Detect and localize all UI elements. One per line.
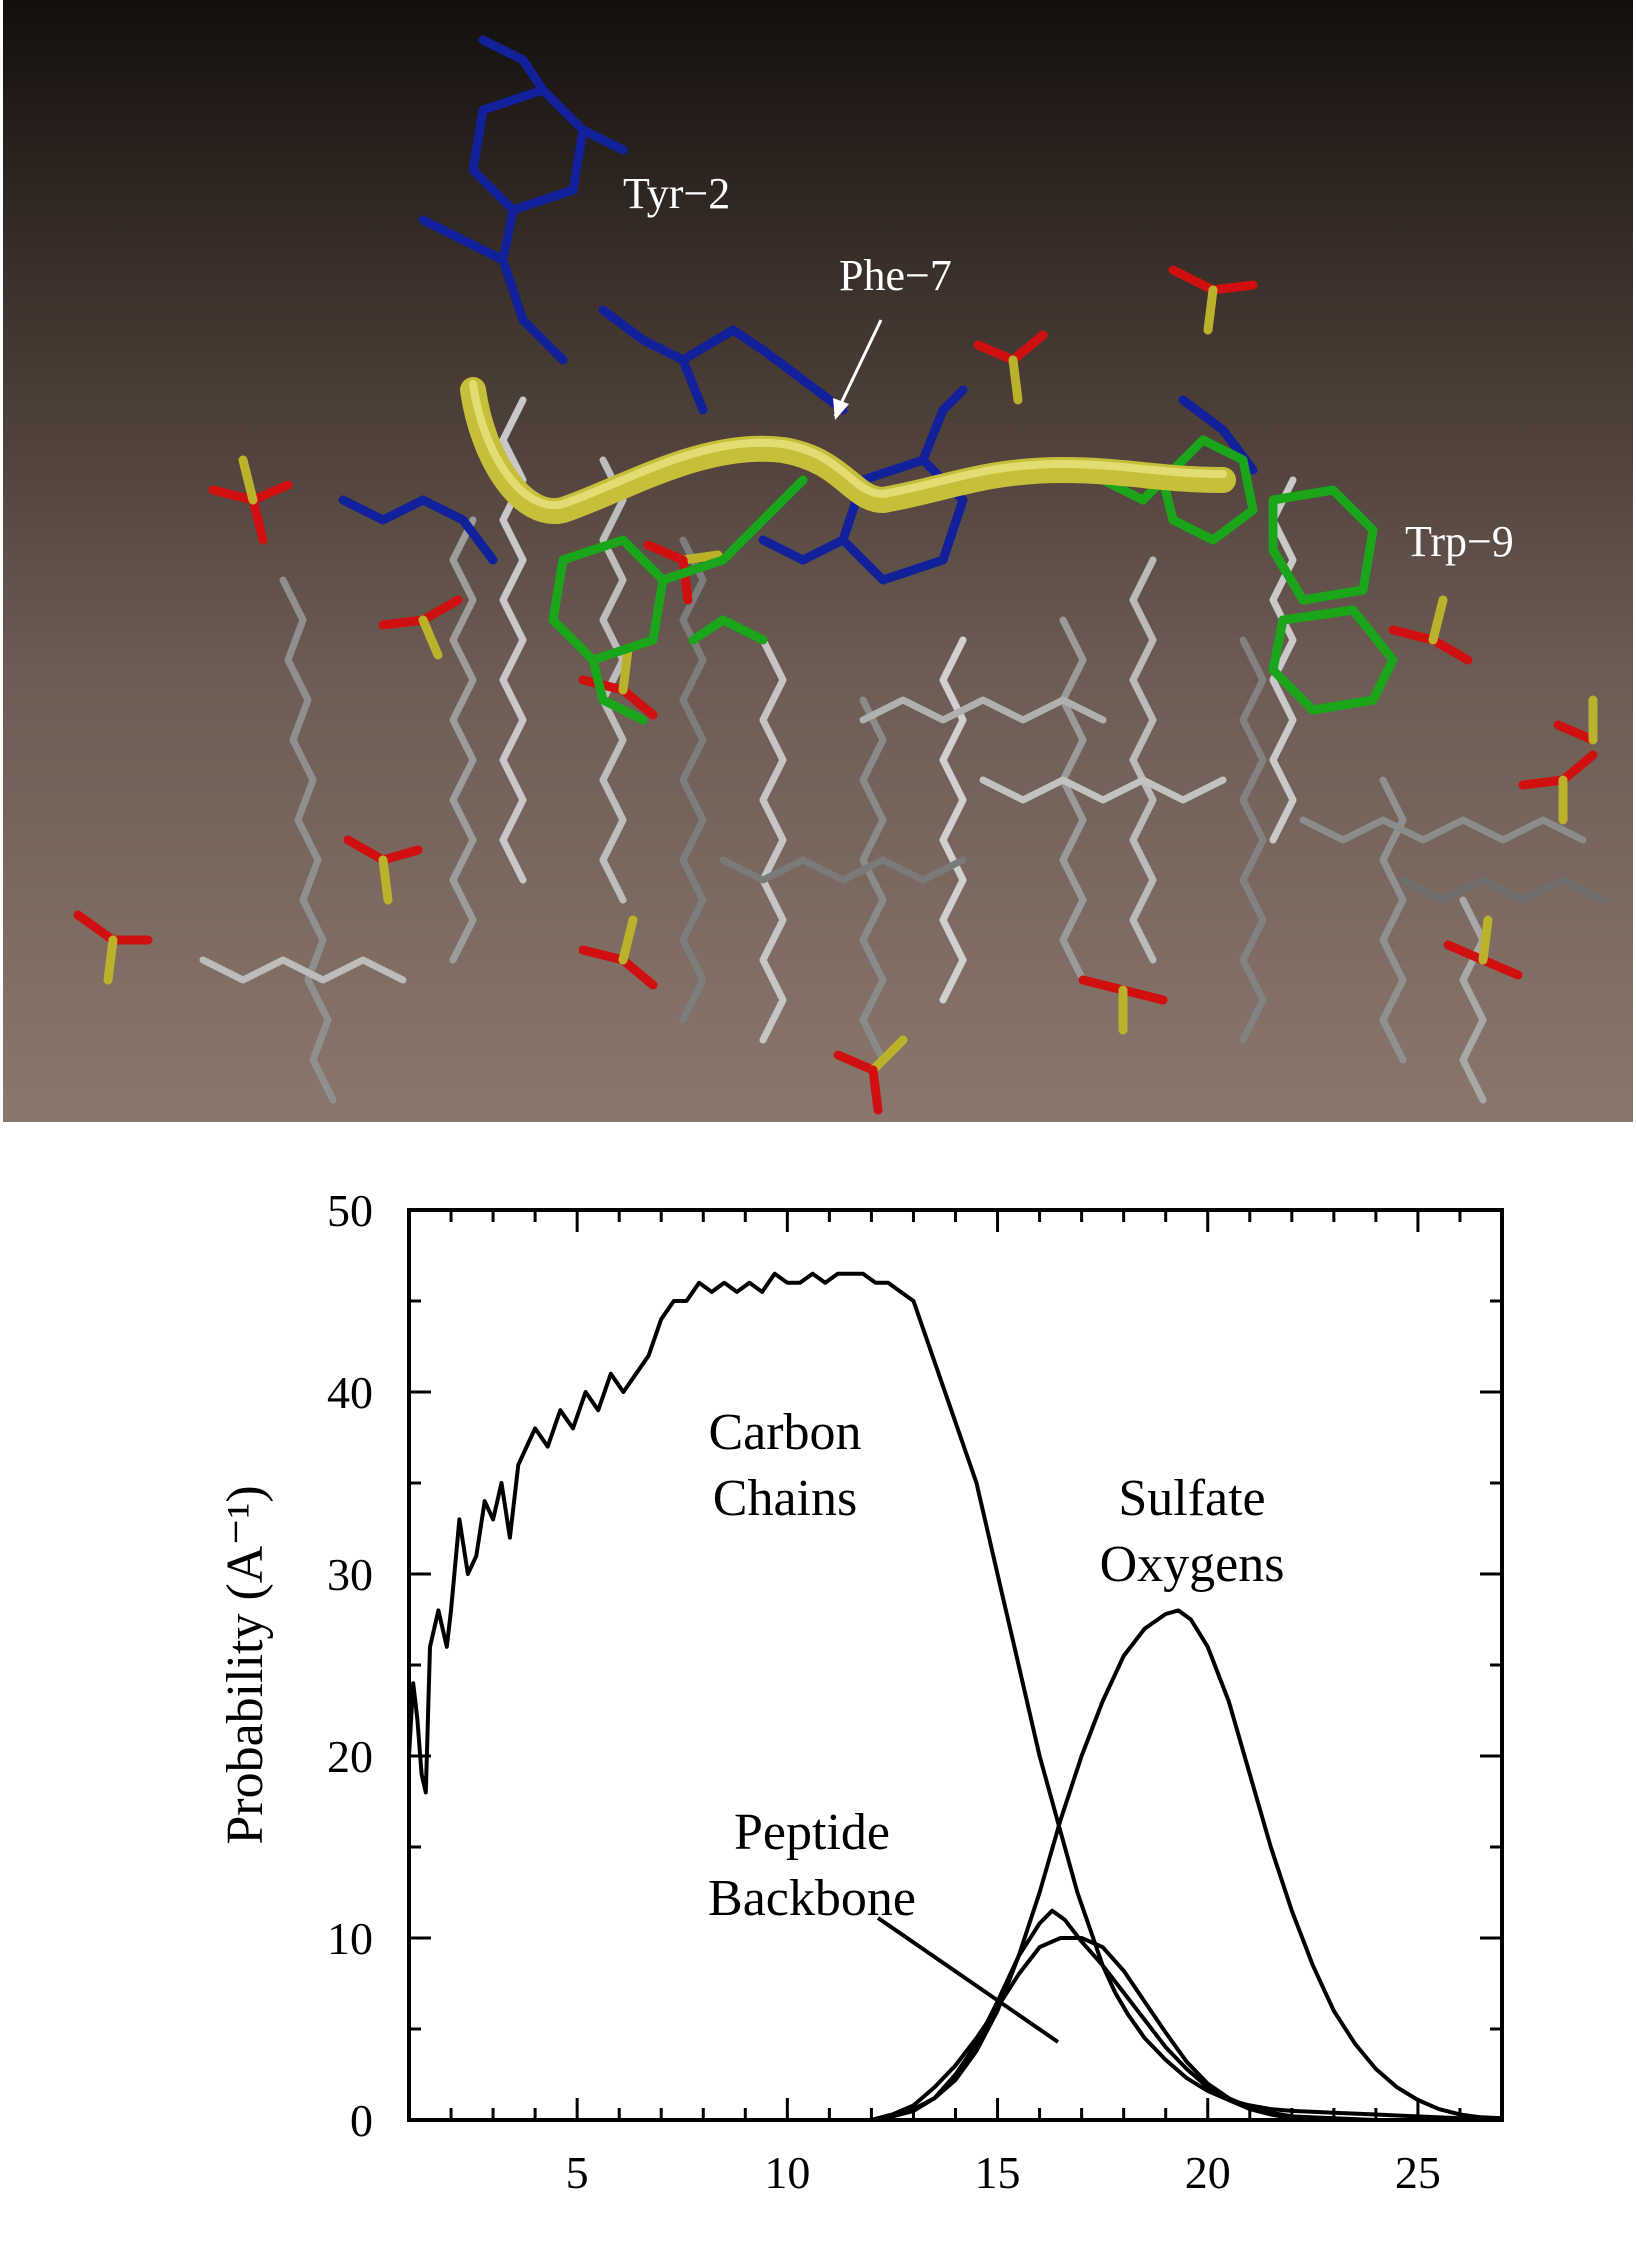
peptide-backbone-label: Peptide	[734, 1804, 890, 1861]
plot-frame	[407, 1208, 1504, 2122]
y-tick-label: 20	[327, 1731, 373, 1782]
peptide-backbone-ribbon	[460, 377, 1236, 525]
carbon-chains-label: Carbon	[708, 1404, 861, 1461]
sulfate-oxygens-line	[870, 1608, 1503, 2122]
x-tick-label: 20	[1185, 2147, 1231, 2198]
green-residues	[548, 435, 1398, 725]
lipid-chains	[199, 396, 1607, 1104]
blue-residues	[338, 35, 1258, 585]
y-tick-label: 10	[327, 1913, 373, 1964]
molecule-drawing	[73, 35, 1607, 1115]
sulfate-oxygens-label: Sulfate	[1118, 1470, 1265, 1527]
chart-series	[407, 1271, 1503, 2122]
sulfate-oxygens-label: Oxygens	[1100, 1536, 1285, 1593]
phe-7-label: Phe−7	[839, 251, 952, 300]
y-tick-label: 0	[350, 2095, 373, 2146]
chart-svg: 5 10 15 20 25 0 10 20 30 40 50 Probability (A⁻¹) Ca…	[217, 1185, 1504, 2198]
x-tick-label: 10	[764, 2147, 810, 2198]
trp-9-label: Trp−9	[1405, 517, 1514, 566]
carbon-chains-line	[407, 1271, 1502, 2121]
tyr-2-label: Tyr−2	[623, 169, 731, 218]
phe-pointer-arrow	[833, 319, 883, 417]
x-tick-label: 25	[1395, 2147, 1441, 2198]
chart-axes	[407, 1208, 1504, 2122]
peptide-label-pointer	[876, 1916, 1060, 2044]
y-tick-label: 50	[327, 1185, 373, 1236]
unlabeled-series-line	[871, 1908, 1334, 2122]
peptide-backbone-label: Backbone	[708, 1870, 916, 1927]
x-tick-label: 5	[566, 2147, 589, 2198]
y-tick-label: 40	[327, 1367, 373, 1418]
x-tick-label: 15	[975, 2147, 1021, 2198]
chart-ticks: 5 10 15 20 25 0 10 20 30 40 50	[327, 1185, 1504, 2198]
molecular-structure-image: Tyr−2 Phe−7 Trp−9	[3, 0, 1633, 1122]
chart-labels: Probability (A⁻¹) Carbon Chains Sulfate Oxyg…	[217, 1404, 1285, 2044]
y-axis-title: Probability (A⁻¹)	[217, 1485, 274, 1844]
sulfate-groups	[73, 265, 1598, 1115]
probability-chart: 5 10 15 20 25 0 10 20 30 40 50 Probability (A⁻¹) Ca…	[0, 1122, 1636, 2250]
y-tick-label: 30	[327, 1549, 373, 1600]
carbon-chains-label: Chains	[713, 1470, 857, 1527]
